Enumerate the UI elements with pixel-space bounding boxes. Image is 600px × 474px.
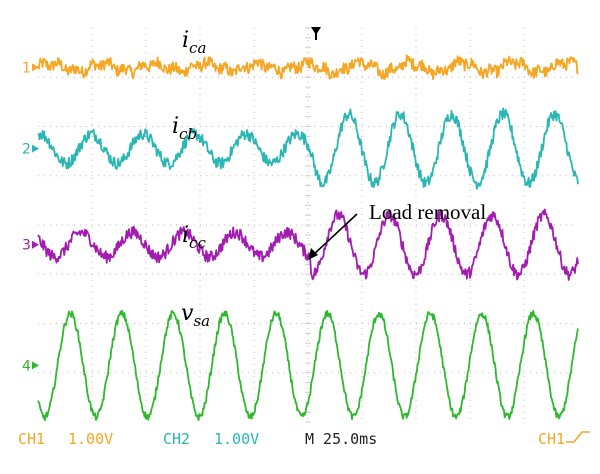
status-ch1-scale: 1.00V xyxy=(68,430,113,448)
trace-i-ca xyxy=(37,54,579,81)
rising-edge-icon xyxy=(566,431,590,443)
label-i-cc: icc xyxy=(182,223,206,252)
label-i-cb: icb xyxy=(172,114,197,143)
status-ch1-label: CH1 xyxy=(18,430,45,448)
status-ch2-label: CH2 xyxy=(163,430,190,448)
channel-1-arrow-icon xyxy=(32,63,39,72)
label-i-ca: ica xyxy=(182,28,206,57)
channel-2-marker: 2 xyxy=(22,142,31,158)
channel-4-marker: 4 xyxy=(22,358,31,374)
channel-3-arrow-icon xyxy=(32,240,39,249)
label-v-sa: vsa xyxy=(181,301,210,330)
load-removal-annotation: Load removal xyxy=(369,200,486,224)
status-trigger-source: CH1 xyxy=(538,430,565,448)
channel-2-arrow-icon xyxy=(32,144,39,153)
status-ch2-scale: 1.00V xyxy=(214,430,259,448)
channel-1-marker: 1 xyxy=(22,60,31,76)
channel-markers: 1 2 3 4 xyxy=(22,60,39,374)
annotation-arrowhead xyxy=(308,248,318,260)
trace-v-sa xyxy=(37,309,579,421)
trace-i-cc xyxy=(37,208,579,281)
traces xyxy=(37,54,579,421)
status-timebase: M 25.0ms xyxy=(305,430,377,448)
trace-i-cb xyxy=(37,107,579,190)
channel-3-marker: 3 xyxy=(22,238,31,254)
channel-4-arrow-icon xyxy=(32,361,39,370)
annotation-arrow xyxy=(311,213,358,257)
grid xyxy=(38,27,578,423)
